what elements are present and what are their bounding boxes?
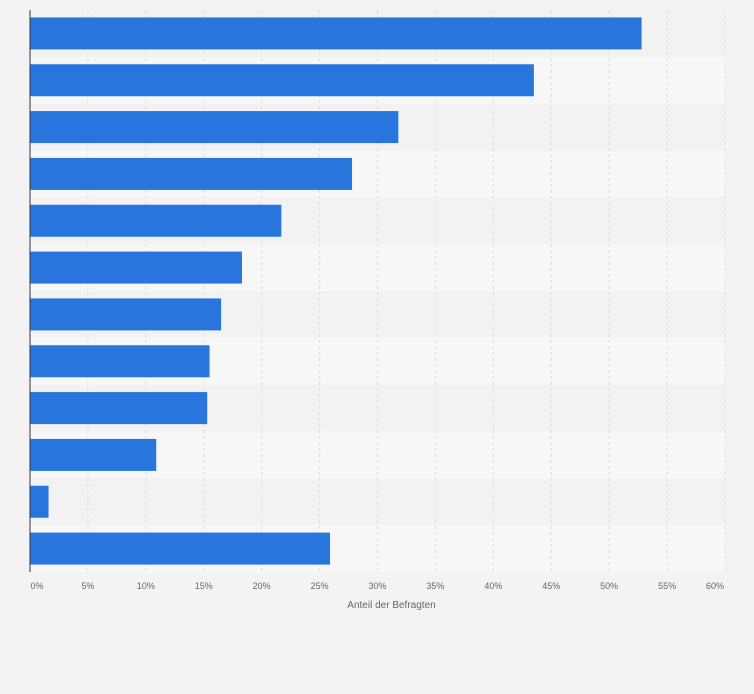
x-tick-label: 0% [30, 581, 43, 591]
bar[interactable] [30, 17, 642, 50]
x-tick-label: 35% [426, 581, 444, 591]
bar[interactable] [30, 111, 399, 144]
bar[interactable] [30, 438, 157, 471]
bar[interactable] [30, 157, 353, 190]
x-tick-label: 20% [253, 581, 271, 591]
x-tick-label: 30% [368, 581, 386, 591]
bars [30, 17, 642, 565]
x-tick-label: 15% [195, 581, 213, 591]
bar[interactable] [30, 532, 331, 565]
x-tick-label: 50% [600, 581, 618, 591]
bar[interactable] [30, 345, 210, 378]
gridlines [87, 10, 726, 572]
x-tick-label: 25% [311, 581, 329, 591]
bar[interactable] [30, 485, 49, 518]
bar[interactable] [30, 204, 282, 237]
bar[interactable] [30, 392, 208, 425]
x-tick-label: 40% [484, 581, 502, 591]
x-tick-label: 10% [137, 581, 155, 591]
bar[interactable] [30, 298, 222, 331]
x-tick-label: 60% [706, 581, 724, 591]
x-axis-tick-labels: 0% 5% 10% 15% 20% 25% 30% 35% 40% 45% 50% 55% 60% [30, 581, 724, 591]
x-tick-label: 45% [542, 581, 560, 591]
x-axis-label: Anteil der Befragten [347, 600, 435, 611]
bar[interactable] [30, 251, 242, 284]
x-tick-label: 55% [658, 581, 676, 591]
bar[interactable] [30, 64, 534, 97]
x-tick-label: 5% [81, 581, 94, 591]
